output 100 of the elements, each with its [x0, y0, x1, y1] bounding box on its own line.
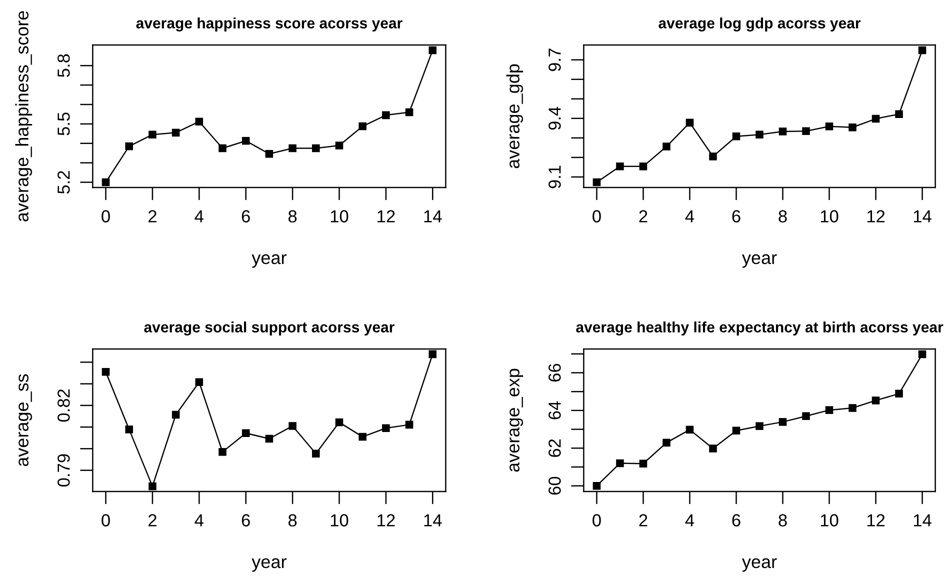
point — [335, 142, 344, 150]
x-tick-label: 2 — [639, 514, 648, 526]
chart-title: average log gdp acorss year — [658, 17, 861, 32]
point — [312, 144, 320, 152]
point — [382, 424, 390, 432]
point — [172, 410, 180, 419]
y-axis-title: average_exp — [510, 368, 524, 472]
x-tick-label: 8 — [288, 514, 297, 526]
point — [756, 422, 764, 430]
point — [662, 142, 670, 150]
x-tick-label: 12 — [867, 514, 885, 526]
point — [778, 418, 787, 426]
point — [335, 418, 344, 426]
point — [148, 130, 156, 139]
x-tick-label: 10 — [820, 514, 838, 526]
x-tick-label: 10 — [330, 514, 348, 526]
point — [288, 144, 296, 152]
point — [195, 118, 204, 126]
point — [918, 46, 926, 54]
y-tick-label: 5.2 — [58, 171, 70, 194]
point — [428, 46, 437, 54]
y-tick-label: 64 — [548, 401, 561, 420]
y-tick-label: 9.7 — [548, 48, 561, 72]
point — [732, 426, 740, 435]
point — [405, 108, 414, 116]
y-tick-label: 5.5 — [58, 112, 70, 136]
y-tick-label: 60 — [548, 476, 561, 495]
point — [265, 434, 274, 443]
y-tick-label: 66 — [548, 364, 561, 382]
point — [288, 422, 296, 430]
point — [639, 460, 648, 468]
point — [312, 450, 320, 458]
point — [778, 128, 787, 136]
point — [125, 142, 134, 150]
point — [639, 162, 648, 170]
point — [125, 426, 134, 434]
point — [825, 122, 834, 130]
point — [218, 448, 226, 456]
point — [382, 111, 390, 120]
point — [732, 132, 740, 140]
y-tick-label: 0.82 — [58, 389, 70, 422]
x-tick-label: 6 — [732, 514, 740, 526]
x-tick-label: 14 — [424, 514, 442, 526]
point — [872, 114, 880, 123]
point — [616, 459, 624, 468]
y-axis-title: average_happiness_score — [15, 11, 32, 222]
point — [802, 412, 810, 420]
y-axis-title: average_ss — [18, 374, 32, 466]
x-axis-title: year — [742, 558, 777, 572]
point — [895, 390, 903, 398]
x-tick-label: 12 — [867, 210, 885, 222]
point — [872, 396, 880, 404]
x-tick-label: 6 — [242, 210, 250, 222]
chart-title: average happiness score acorss year — [136, 17, 402, 32]
point — [686, 118, 694, 127]
x-tick-label: 6 — [242, 514, 250, 526]
point — [918, 350, 926, 358]
point — [802, 127, 810, 135]
point — [709, 152, 717, 160]
point — [825, 406, 834, 414]
point — [756, 130, 764, 138]
x-tick-label: 4 — [685, 514, 694, 526]
y-tick-label: 0.79 — [58, 454, 70, 487]
y-tick-label: 5.8 — [58, 54, 70, 77]
point — [616, 162, 624, 170]
point — [405, 420, 414, 429]
point — [709, 444, 717, 452]
y-axis-title: average_gdp — [506, 64, 524, 168]
x-tick-label: 4 — [194, 210, 204, 222]
point — [102, 178, 110, 186]
x-tick-label: 8 — [288, 210, 297, 222]
x-tick-label: 2 — [148, 210, 156, 222]
x-tick-label: 12 — [378, 514, 395, 526]
y-tick-label: 62 — [548, 439, 561, 457]
point — [686, 426, 694, 434]
point — [662, 438, 670, 447]
x-tick-label: 4 — [194, 514, 204, 526]
point — [195, 378, 204, 386]
x-axis-title: year — [252, 254, 286, 268]
point — [148, 482, 156, 490]
x-tick-label: 10 — [820, 210, 838, 222]
x-tick-label: 12 — [378, 210, 395, 222]
x-tick-label: 8 — [778, 210, 787, 222]
x-tick-label: 10 — [330, 210, 348, 222]
point — [895, 110, 903, 118]
x-tick-label: 0 — [102, 514, 110, 526]
x-tick-label: 8 — [778, 514, 787, 526]
point — [592, 178, 601, 186]
x-tick-label: 0 — [592, 514, 601, 526]
x-tick-label: 0 — [102, 210, 110, 222]
point — [102, 368, 110, 376]
point — [592, 482, 601, 490]
x-tick-label: 2 — [148, 514, 156, 526]
x-tick-label: 6 — [732, 210, 740, 222]
point — [848, 404, 856, 412]
chart-title: average social support acorss year — [144, 321, 394, 336]
x-tick-label: 2 — [639, 210, 648, 222]
point — [172, 128, 180, 137]
x-tick-label: 14 — [914, 210, 932, 222]
x-axis-title: year — [742, 254, 777, 268]
